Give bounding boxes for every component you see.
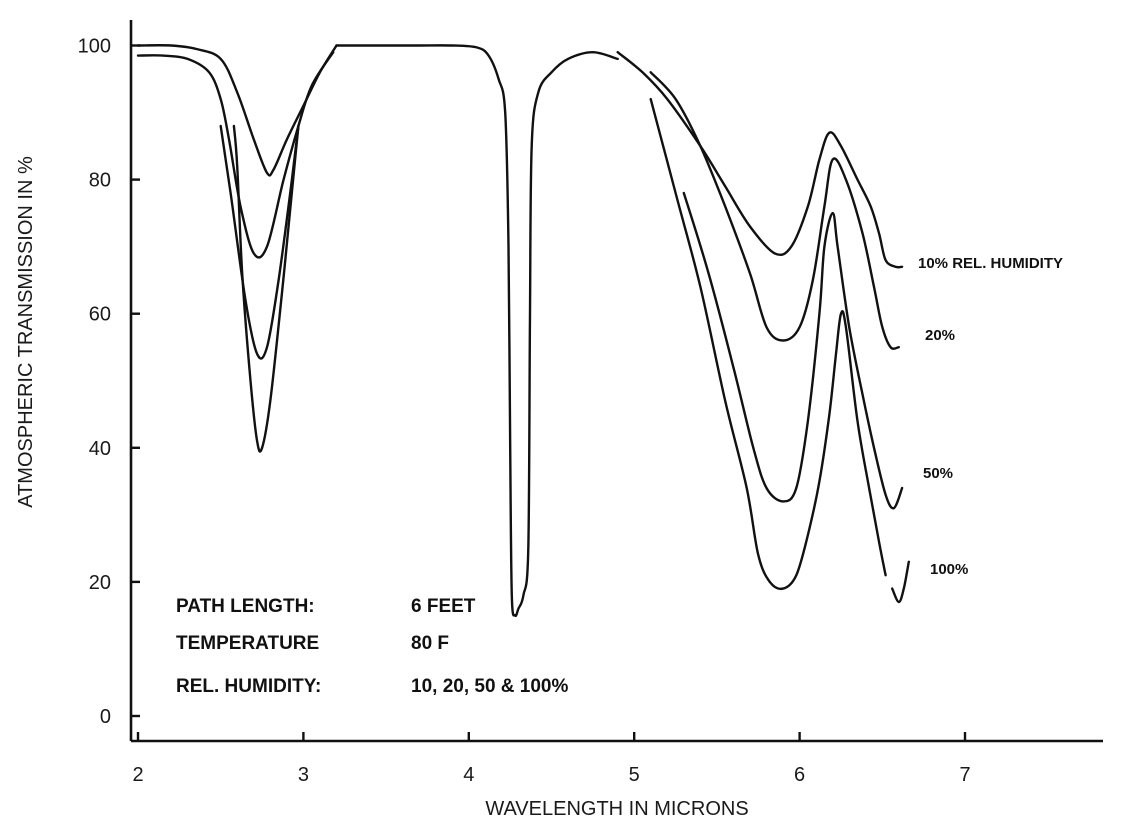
series-label-100: 100% — [930, 561, 968, 578]
series-50pct-curve-segment-1 — [219, 124, 300, 360]
series-100pct-curve-segment-3 — [891, 560, 910, 604]
x-tick-label: 4 — [463, 764, 474, 786]
note-path-length-label: PATH LENGTH: — [176, 596, 315, 617]
series-label-50: 50% — [923, 465, 953, 482]
y-axis-title: ATMOSPHERIC TRANSMISSION IN % — [15, 156, 37, 508]
x-tick-label: 6 — [794, 764, 805, 786]
ticks: 2 3 4 5 6 7 0 20 40 60 80 100 — [78, 36, 971, 787]
note-humidity-value: 10, 20, 50 & 100% — [411, 676, 568, 697]
series-50pct-curve-segment-2 — [682, 191, 904, 510]
y-tick-label: 80 — [89, 170, 111, 192]
note-temperature-label: TEMPERATURE — [176, 633, 319, 654]
x-tick-label: 7 — [959, 764, 970, 786]
curves — [136, 44, 910, 618]
y-tick-label: 40 — [89, 438, 111, 460]
y-tick-label: 0 — [100, 706, 111, 728]
x-axis-title: WAVELENGTH IN MICRONS — [485, 798, 748, 820]
series-10pct-curve-segment-2 — [335, 44, 619, 618]
x-tick-label: 2 — [132, 764, 143, 786]
x-tick-label: 3 — [298, 764, 309, 786]
y-tick-label: 100 — [78, 36, 111, 58]
series-100pct-curve-segment-1 — [232, 124, 300, 453]
series-label-10: 10% REL. HUMIDITY — [918, 255, 1063, 272]
note-path-length-value: 6 FEET — [411, 596, 476, 617]
note-temperature-value: 80 F — [411, 633, 449, 654]
series-10pct-curve-segment-3 — [616, 51, 904, 269]
series-20pct-curve-segment-2 — [649, 71, 900, 350]
x-tick-label: 5 — [629, 764, 640, 786]
y-tick-label: 60 — [89, 304, 111, 326]
series-100pct-curve-segment-2 — [649, 97, 887, 591]
y-tick-label: 20 — [89, 572, 111, 594]
conditions-note: PATH LENGTH: 6 FEET TEMPERATURE 80 F REL… — [176, 596, 568, 697]
series-label-20: 20% — [925, 327, 955, 344]
note-humidity-label: REL. HUMIDITY: — [176, 676, 321, 697]
